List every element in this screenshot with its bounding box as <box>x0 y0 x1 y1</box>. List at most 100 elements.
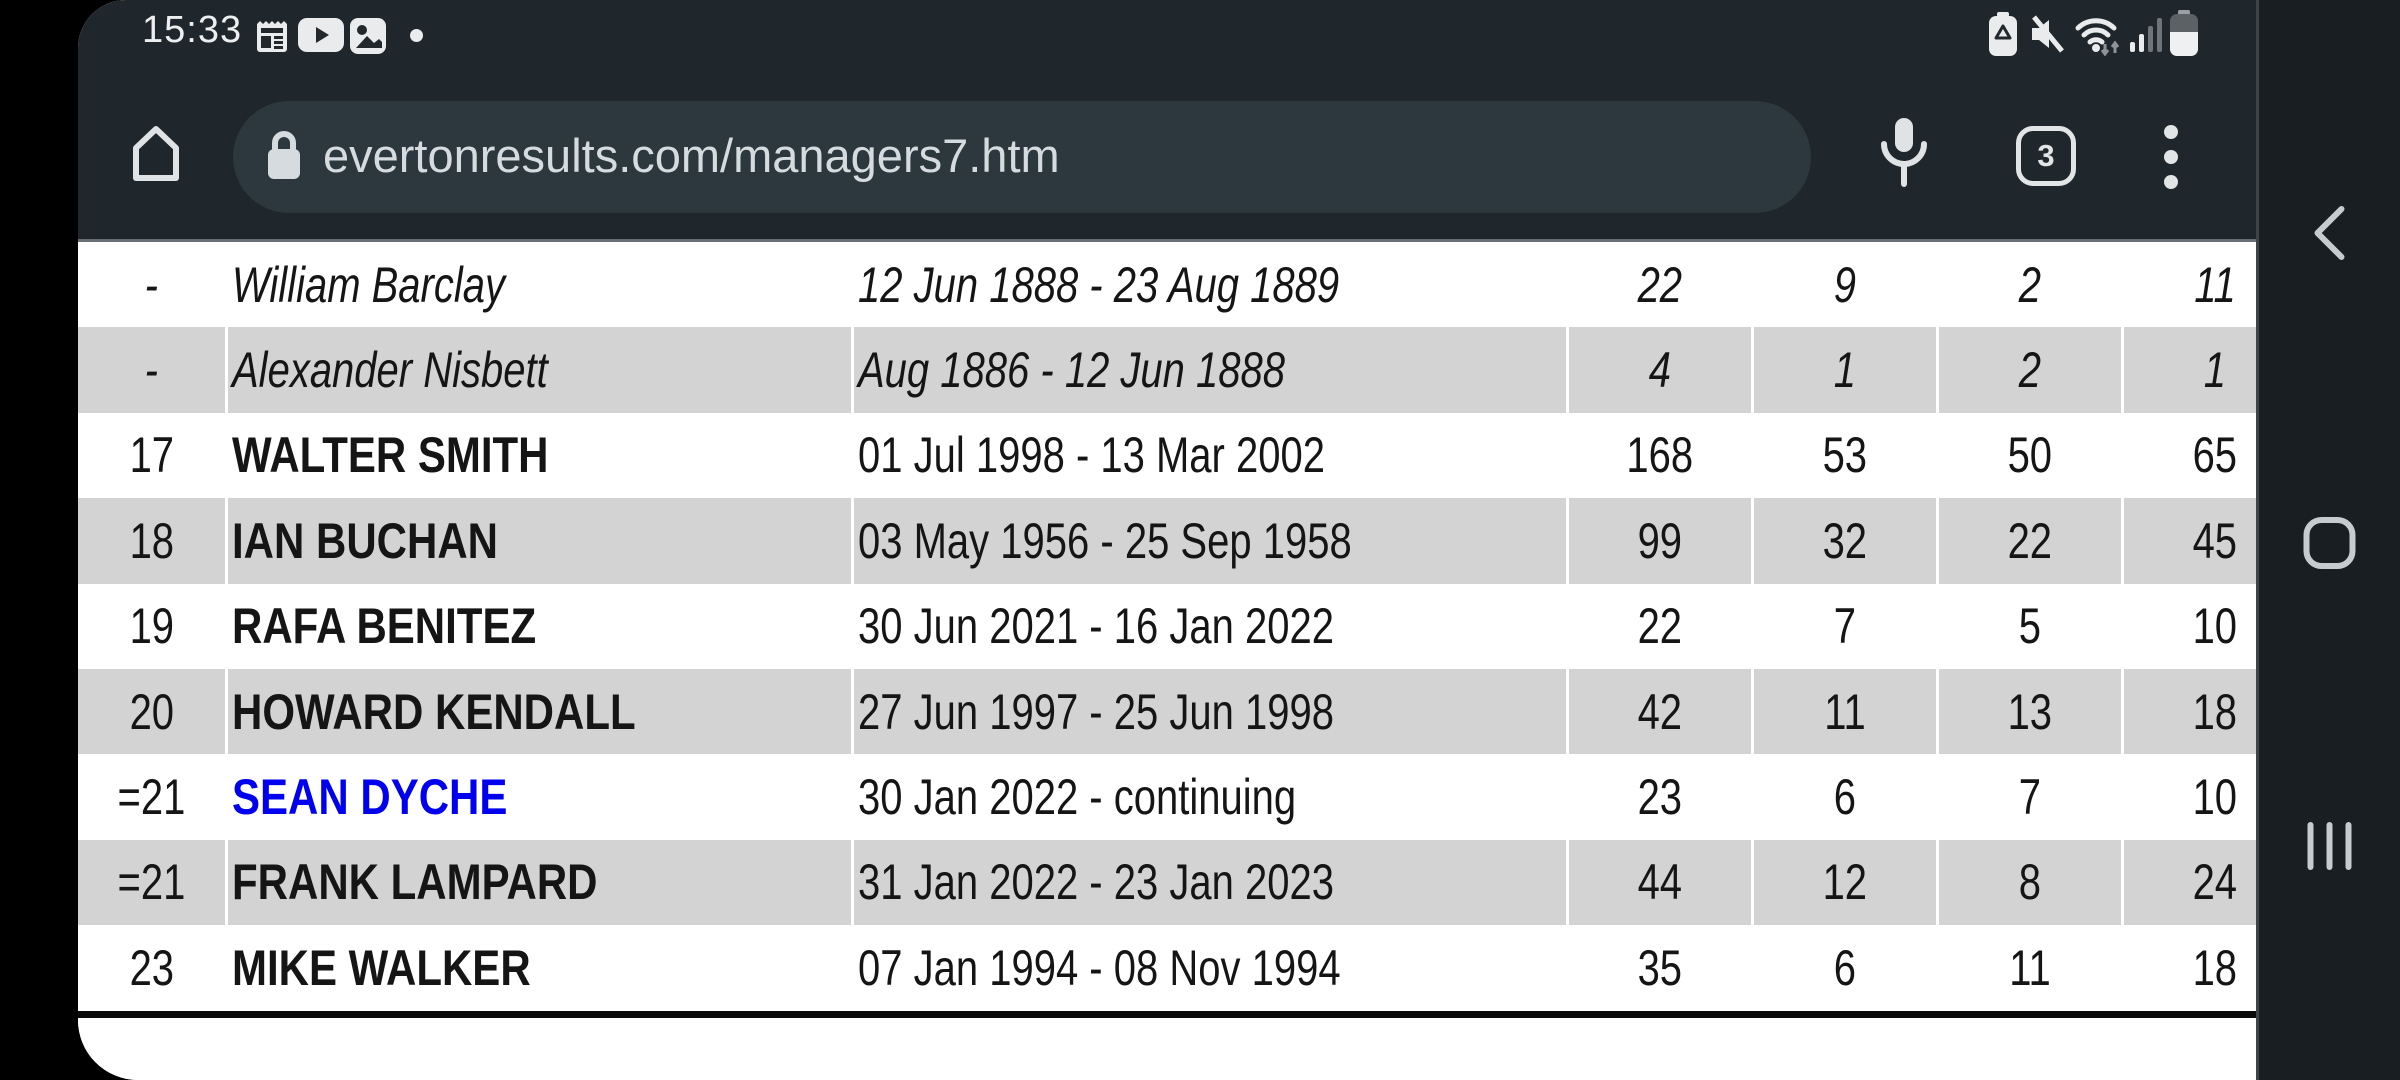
stat-cell: 13 <box>1939 668 2121 755</box>
status-time: 15:33 <box>142 9 243 51</box>
stat-cell-text: 6 <box>1833 939 1857 996</box>
stat-cell: 11 <box>2124 242 2256 328</box>
stat-cell: 1 <box>1754 327 1936 413</box>
web-page: - William Barclay 12 Jun 1888 - 23 Aug 188… <box>78 242 2256 1080</box>
dates-cell-text: 12 Jun 1888 - 23 Aug 1889 <box>858 256 1340 313</box>
stat-cell: 168 <box>1569 412 1751 499</box>
rank-cell: - <box>78 327 225 413</box>
dates-cell: 07 Jan 1994 - 08 Nov 1994 <box>854 925 1566 1011</box>
stat-cell-text: 11 <box>2194 256 2236 313</box>
stat-cell: 2 <box>1939 242 2121 328</box>
stat-cell-text: 18 <box>2192 683 2238 740</box>
recents-icon[interactable] <box>2259 820 2400 872</box>
table-row: 20 HOWARD KENDALL 27 Jun 1997 - 25 Jun 199… <box>78 668 2256 755</box>
stat-cell-text: 7 <box>2018 769 2042 826</box>
manager-name-cell-text: Alexander Nisbett <box>232 342 548 399</box>
stat-cell: 10 <box>2124 583 2256 669</box>
stat-cell-text: 12 <box>1822 854 1868 911</box>
stat-cell: 45 <box>2124 498 2256 584</box>
navigation-bar <box>2256 0 2400 1080</box>
stat-cell: 50 <box>1939 412 2121 499</box>
manager-name-cell: SEAN DYCHE <box>228 754 851 840</box>
more-notifications-dot <box>410 29 423 42</box>
battery-icon <box>2170 10 2198 56</box>
manager-name-cell-text: IAN BUCHAN <box>232 512 498 569</box>
home-icon[interactable] <box>128 122 184 182</box>
stat-cell-text: 8 <box>2018 854 2042 911</box>
stat-cell: 8 <box>1939 839 2121 926</box>
stat-cell: 44 <box>1569 839 1751 926</box>
table-row: 18 IAN BUCHAN 03 May 1956 - 25 Sep 1958 99 3… <box>78 498 2256 584</box>
stat-cell-text: 53 <box>1822 427 1868 484</box>
stat-cell: 32 <box>1754 498 1936 584</box>
rank-cell-text: - <box>144 342 159 399</box>
stat-cell-text: 10 <box>2192 598 2238 655</box>
table-row: 19 RAFA BENITEZ 30 Jun 2021 - 16 Jan 2022 2… <box>78 583 2256 669</box>
rank-cell: =21 <box>78 839 225 926</box>
dates-cell-text: 01 Jul 1998 - 13 Mar 2002 <box>858 427 1325 484</box>
tab-count: 3 <box>2037 138 2055 173</box>
dates-cell-text: 30 Jun 2021 - 16 Jan 2022 <box>858 598 1334 655</box>
overflow-menu-icon[interactable] <box>2156 122 2186 192</box>
stat-cell: 18 <box>2124 668 2256 755</box>
tab-switcher[interactable]: 3 <box>2016 126 2076 186</box>
stat-cell-text: 2 <box>2018 256 2042 313</box>
stat-cell-text: 22 <box>2007 512 2053 569</box>
table-row: 23 MIKE WALKER 07 Jan 1994 - 08 Nov 1994 35… <box>78 925 2256 1011</box>
stat-cell: 22 <box>1569 242 1751 328</box>
stat-cell-text: 23 <box>1637 769 1683 826</box>
stat-cell: 12 <box>1754 839 1936 926</box>
rank-cell: 17 <box>78 412 225 499</box>
rank-cell: 19 <box>78 583 225 669</box>
dates-cell-text: 31 Jan 2022 - 23 Jan 2023 <box>858 854 1334 911</box>
sound-muted-icon <box>2032 15 2064 53</box>
url-bar[interactable]: evertonresults.com/managers7.htm <box>233 101 1811 213</box>
wifi-icon <box>2075 18 2120 56</box>
stat-cell-text: 10 <box>2192 769 2238 826</box>
dates-cell: 31 Jan 2022 - 23 Jan 2023 <box>854 839 1566 926</box>
stat-cell-text: 45 <box>2192 512 2238 569</box>
stat-cell-text: 6 <box>1833 769 1857 826</box>
lock-icon <box>268 131 300 179</box>
stat-cell: 35 <box>1569 925 1751 1011</box>
table-bottom-border <box>78 1010 2256 1018</box>
battery-saver-icon <box>1989 12 2017 56</box>
stat-cell: 24 <box>2124 839 2256 926</box>
dates-cell: 27 Jun 1997 - 25 Jun 1998 <box>854 668 1566 755</box>
stat-cell: 18 <box>2124 925 2256 1011</box>
stat-cell: 99 <box>1569 498 1751 584</box>
table-row: 17 WALTER SMITH 01 Jul 1998 - 13 Mar 2002 1… <box>78 412 2256 499</box>
manager-name-cell-text: RAFA BENITEZ <box>232 598 537 655</box>
stat-cell-text: 9 <box>1833 256 1857 313</box>
manager-link[interactable]: SEAN DYCHE <box>232 769 508 826</box>
back-icon[interactable] <box>2259 204 2400 262</box>
stat-cell-text: 11 <box>1824 683 1866 740</box>
stat-cell: 23 <box>1569 754 1751 840</box>
stat-cell-text: 42 <box>1637 683 1683 740</box>
rank-cell-text: =21 <box>117 769 186 826</box>
stat-cell-text: 22 <box>1637 256 1683 313</box>
newspaper-icon <box>257 21 287 52</box>
manager-name-cell: William Barclay <box>228 242 851 328</box>
stat-cell: 5 <box>1939 583 2121 669</box>
stat-cell-text: 18 <box>2192 939 2238 996</box>
stat-cell-text: 5 <box>2018 598 2042 655</box>
rank-cell-text: 20 <box>129 683 174 740</box>
stat-cell: 2 <box>1939 327 2121 413</box>
manager-name-cell-text: HOWARD KENDALL <box>232 683 636 740</box>
browser-window: 15:33 <box>78 0 2256 1080</box>
home-nav-icon[interactable] <box>2259 516 2400 570</box>
manager-name-cell: IAN BUCHAN <box>228 498 851 584</box>
rank-cell-text: 19 <box>129 598 174 655</box>
stat-cell: 10 <box>2124 754 2256 840</box>
browser-chrome: 15:33 <box>78 0 2256 242</box>
stat-cell: 11 <box>1754 668 1936 755</box>
dates-cell: 12 Jun 1888 - 23 Aug 1889 <box>854 242 1566 328</box>
microphone-icon[interactable] <box>1878 116 1930 190</box>
stat-cell: 6 <box>1754 754 1936 840</box>
stat-cell-text: 4 <box>1648 342 1672 399</box>
rank-cell: 20 <box>78 668 225 755</box>
manager-name-cell-text: WALTER SMITH <box>232 427 549 484</box>
dates-cell: 01 Jul 1998 - 13 Mar 2002 <box>854 412 1566 499</box>
stat-cell-text: 13 <box>2007 683 2053 740</box>
